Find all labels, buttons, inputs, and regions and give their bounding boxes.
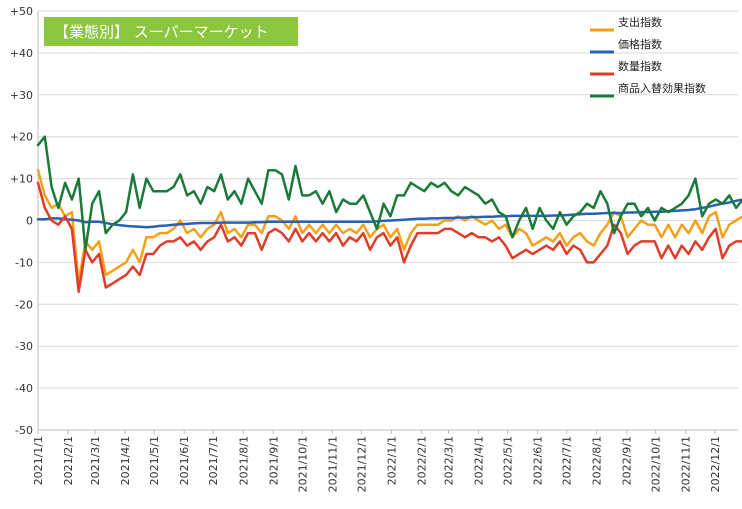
legend-label: 数量指数 [618,59,662,73]
x-axis-tick-labels: 2021/1/1 2021/2/1 2021/3/1 2021/4/1 2021/5/1… [32,430,722,492]
x-tick-label: 2021/10/1 [296,436,309,492]
x-tick-label: 2021/5/1 [148,436,161,485]
x-tick-label: 2022/6/1 [532,436,545,485]
legend-label: 商品入替効果指数 [618,81,706,95]
x-tick-label: 2022/1/1 [385,436,398,485]
x-tick-label: 2021/6/1 [178,436,191,485]
x-tick-label: 2021/3/1 [89,436,102,485]
x-tick-label: 2021/4/1 [119,436,132,485]
legend-label: 価格指数 [618,37,662,51]
x-tick-label: 2022/4/1 [473,436,486,485]
x-tick-label: 2022/5/1 [502,436,515,485]
x-tick-label: 2022/9/1 [621,436,634,485]
series-line-1 [36,168,742,285]
x-tick-label: 2021/9/1 [267,436,280,485]
series-line-3 [36,181,742,293]
y-tick-label: +40 [10,47,33,60]
x-tick-label: 2021/7/1 [207,436,220,485]
chart-title-box [44,17,298,46]
series-line-4 [36,135,742,252]
x-tick-label: 2022/2/1 [415,436,428,485]
x-tick-label: 2022/3/1 [443,436,456,485]
y-tick-label: -10 [15,256,33,269]
y-tick-label: +10 [10,173,33,186]
series-line-2 [36,198,742,229]
y-tick-label: -20 [15,298,33,311]
y-tick-label: +50 [10,5,33,18]
x-tick-label: 2021/1/1 [32,436,45,485]
y-tick-label: -30 [15,340,33,353]
x-tick-label: 2022/11/1 [680,436,693,492]
y-tick-label: 0 [26,215,33,228]
series-lines [36,135,742,293]
chart-title: 【業態別】 スーパーマーケット [54,23,269,41]
y-tick-label: +30 [10,89,33,102]
x-tick-label: 2021/11/1 [326,436,339,492]
y-tick-label: -40 [15,382,33,395]
x-tick-label: 2022/7/1 [561,436,574,485]
legend-label: 支出指数 [618,15,662,29]
x-tick-label: 2021/8/1 [237,436,250,485]
x-tick-label: 2022/8/1 [591,436,604,485]
y-tick-label: +20 [10,131,33,144]
x-tick-label: 2021/12/1 [355,436,368,492]
y-axis-tick-labels: +50 +40 +30 +20 +10 0 -10 -20 -30 -40 -50 [10,5,33,437]
x-tick-label: 2021/2/1 [62,436,75,485]
x-tick-label: 2022/10/1 [650,436,663,492]
x-tick-label: 2022/12/1 [709,436,722,492]
y-tick-label: -50 [15,424,33,437]
